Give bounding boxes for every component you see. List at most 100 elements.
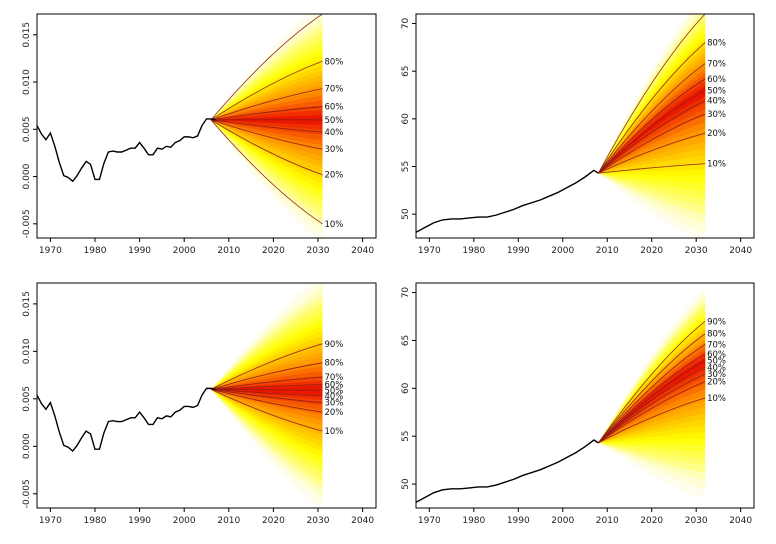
quantile-line-70pct — [210, 88, 323, 121]
y-tick-label: -0.005 — [22, 479, 32, 508]
history-line — [416, 439, 599, 503]
fan-band — [598, 357, 706, 443]
y-tick-label: 0.000 — [22, 163, 32, 189]
panel-top-left: 10% 20% 30% 40% 50% 60% 70% 80% 1970 1980 1990 2000… — [22, 13, 377, 256]
x-tick-label: 1970 — [418, 516, 441, 526]
x-tick-label: 2030 — [685, 246, 708, 256]
fan-label-70pct: 70% — [324, 85, 343, 95]
x-tick-label: 1980 — [462, 516, 485, 526]
panel-bottom-left: 10% 20%30%40%50%60%70% 80% 90% 1970 1980 1990 2… — [22, 282, 377, 526]
fan-label-40pct: 40% — [707, 97, 726, 107]
quantile-line-80pct — [597, 333, 706, 444]
fan-label-60pct: 60% — [324, 381, 343, 391]
quantile-line-90pct — [210, 14, 323, 121]
y-tick-label: 65 — [401, 65, 411, 76]
x-tick-label: 1980 — [84, 246, 107, 256]
x-tick-label: 2030 — [685, 516, 708, 526]
quantile-line-20pct — [598, 381, 706, 444]
y-tick-label: 50 — [401, 208, 411, 220]
fan-label-30pct: 30% — [324, 399, 343, 409]
x-tick-label: 2010 — [596, 516, 619, 526]
fan-label-20pct: 20% — [707, 129, 726, 139]
fan-label-90pct: 90% — [324, 340, 343, 350]
quantile-line-70pct — [210, 376, 323, 390]
x-tick-label: 1990 — [507, 246, 530, 256]
fan-label-30pct: 30% — [324, 145, 343, 155]
x-tick-label: 2010 — [217, 516, 240, 526]
quantile-line-80pct — [597, 42, 706, 174]
fan-label-10pct: 10% — [324, 220, 343, 230]
x-tick-label: 1990 — [128, 516, 151, 526]
x-tick-label: 1990 — [507, 516, 530, 526]
fan-label-80pct: 80% — [707, 39, 726, 49]
plot-frame — [36, 282, 377, 509]
x-tick-label: 2000 — [551, 516, 574, 526]
quantile-line-10pct — [598, 397, 706, 444]
y-tick-label: 0.000 — [22, 433, 32, 459]
fan-band — [598, 86, 706, 174]
quantile-line-90pct — [597, 320, 706, 444]
plot-area — [416, 14, 706, 238]
plot-area — [37, 14, 323, 238]
quantile-line-30pct — [210, 388, 323, 404]
plot-frame — [415, 13, 755, 239]
fan-label-10pct: 10% — [324, 427, 343, 437]
x-tick-label: 2040 — [351, 246, 374, 256]
y-tick-label: 55 — [401, 161, 411, 172]
fan-label-70pct: 70% — [324, 373, 343, 383]
y-tick-label: 0.010 — [22, 69, 32, 95]
fan-label-80pct: 80% — [324, 359, 343, 369]
panel-top-right: 10% 20% 30% 40%50%60% 70% 80% 1970 1980 1990 2000… — [401, 13, 755, 256]
fan-label-80pct: 80% — [324, 57, 343, 67]
x-tick-label: 1970 — [39, 516, 62, 526]
quantile-line-40pct — [210, 388, 323, 397]
quantile-line-30pct — [598, 373, 706, 444]
fan-label-20pct: 20% — [324, 171, 343, 181]
plot-frame — [36, 13, 377, 239]
y-tick-label: 0.010 — [22, 338, 32, 364]
y-tick-label: 50 — [401, 478, 411, 490]
x-tick-label: 2010 — [217, 246, 240, 256]
fan-label-60pct: 60% — [707, 350, 726, 360]
plot-area — [37, 283, 323, 508]
x-tick-label: 2030 — [307, 246, 330, 256]
quantile-line-40pct — [598, 366, 706, 444]
fan-band — [210, 385, 323, 396]
fan-label-40pct: 40% — [324, 128, 343, 138]
history-line — [37, 118, 216, 183]
quantile-line-60pct — [210, 106, 323, 121]
quantile-line-40pct — [598, 100, 706, 174]
quantile-line-10pct — [210, 388, 323, 432]
fan-label-50pct: 50% — [324, 116, 343, 126]
x-tick-label: 1970 — [39, 246, 62, 256]
x-tick-label: 2000 — [173, 516, 196, 526]
x-tick-label: 2020 — [262, 516, 285, 526]
quantile-line-30pct — [210, 119, 323, 150]
quantile-line-40pct — [210, 119, 323, 133]
history-line — [37, 387, 216, 453]
y-tick-label: 0.005 — [22, 386, 32, 412]
quantile-line-90pct — [210, 343, 323, 390]
fan-label-30pct: 30% — [707, 110, 726, 120]
fan-label-10pct: 10% — [707, 394, 726, 404]
x-tick-label: 2020 — [640, 516, 663, 526]
fan-label-80pct: 80% — [707, 330, 726, 340]
y-tick-label: 60 — [401, 113, 411, 125]
quantile-line-70pct — [598, 343, 706, 444]
x-tick-label: 1990 — [128, 246, 151, 256]
quantile-line-30pct — [598, 113, 706, 174]
y-tick-label: 0.005 — [22, 116, 32, 142]
y-tick-label: -0.005 — [22, 209, 32, 238]
quantile-line-10pct — [210, 119, 323, 225]
panel-bottom-right: 10% 20%30%40%50%60%70%80% 90% 1970 1980 1990 2… — [401, 282, 755, 526]
quantile-line-60pct — [598, 78, 706, 174]
x-tick-label: 2040 — [729, 516, 752, 526]
x-tick-label: 2040 — [729, 246, 752, 256]
fan-label-30pct: 30% — [707, 370, 726, 380]
quantile-line-20pct — [210, 388, 323, 413]
x-tick-label: 2020 — [262, 246, 285, 256]
plot-area — [416, 286, 706, 503]
quantile-line-90pct — [597, 14, 706, 174]
quantile-line-60pct — [210, 384, 323, 390]
